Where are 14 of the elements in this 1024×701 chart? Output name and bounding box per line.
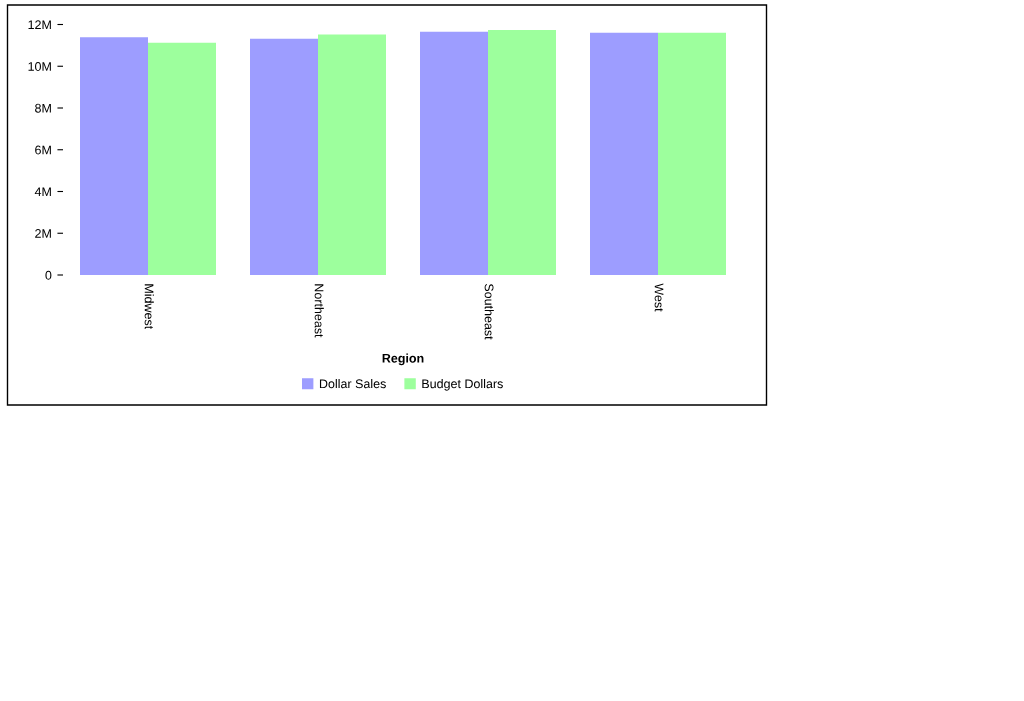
y-tick-label: 10M bbox=[28, 62, 51, 71]
legend-label: Dollar Sales bbox=[319, 379, 386, 389]
x-tick-label: West bbox=[654, 283, 664, 312]
y-tick-label: 6M bbox=[35, 145, 51, 155]
y-tick-label: 0 bbox=[45, 270, 52, 280]
legend-label: Budget Dollars bbox=[422, 379, 503, 391]
x-tick-label: Northeast bbox=[314, 284, 324, 338]
x-tick-label: Southeast bbox=[484, 283, 494, 340]
y-tick-label: 4M bbox=[34, 187, 51, 197]
y-tick-label: 8M bbox=[35, 103, 51, 113]
x-tick-label: Midwest bbox=[144, 284, 154, 330]
x-axis-title: Region bbox=[382, 353, 424, 366]
y-tick-label: 12M bbox=[28, 20, 51, 30]
y-tick-label: 2M bbox=[35, 229, 51, 238]
